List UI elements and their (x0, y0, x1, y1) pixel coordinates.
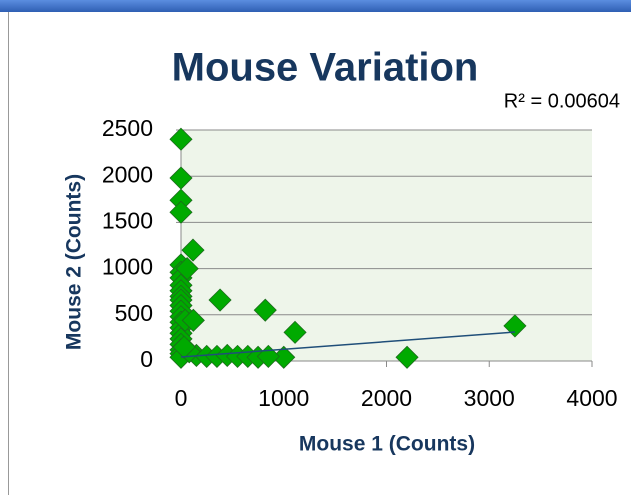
y-tick-label: 2000 (102, 161, 153, 187)
trendline (180, 331, 516, 358)
plot-area (181, 130, 592, 361)
data-point (172, 335, 196, 359)
data-point (503, 314, 527, 338)
data-point (395, 345, 419, 369)
r-squared: R² = 0.00604 (504, 90, 620, 112)
x-tick-label: 2000 (361, 385, 412, 411)
y-tick-label: 1000 (102, 254, 153, 280)
y-tick-label: 500 (115, 300, 153, 326)
data-point (208, 288, 232, 312)
data-point (283, 320, 307, 344)
plot-background (181, 130, 592, 361)
data-point (169, 200, 193, 224)
x-tick-label: 0 (175, 385, 188, 411)
y-tick-label: 1500 (102, 207, 153, 233)
data-point (253, 298, 277, 322)
data-point (256, 344, 280, 368)
y-tick-label: 0 (140, 346, 153, 372)
data-point (181, 308, 205, 332)
x-tick-label: 4000 (566, 385, 617, 411)
top-bar (0, 0, 631, 12)
y-axis-label: Mouse 2 (Counts) (63, 174, 86, 350)
chart-title: Mouse Variation (172, 46, 479, 90)
x-tick-label: 1000 (258, 385, 309, 411)
x-tick-label: 3000 (464, 385, 515, 411)
x-axis-label: Mouse 1 (Counts) (299, 433, 475, 456)
data-point (169, 127, 193, 151)
data-point (175, 257, 199, 281)
data-point (181, 238, 205, 262)
y-tick-label: 2500 (102, 115, 153, 141)
